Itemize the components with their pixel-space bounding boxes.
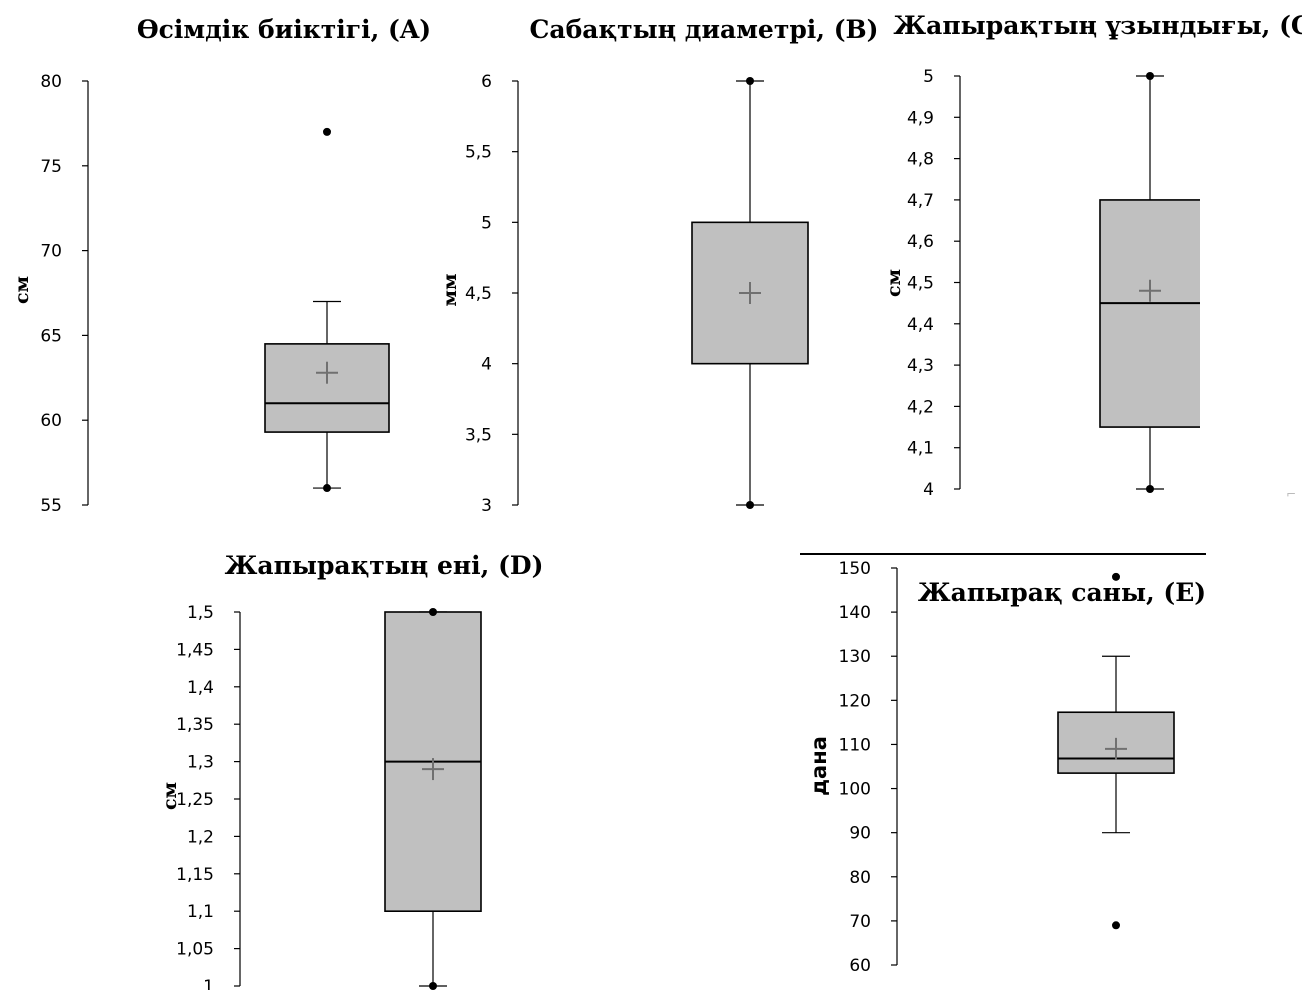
chart-c-tick-label: 4 bbox=[923, 480, 934, 500]
chart-c-tick-label: 5 bbox=[923, 67, 934, 87]
chart-c-box bbox=[1099, 199, 1200, 428]
chart-b-tick-label: 4,5 bbox=[465, 284, 492, 304]
chart-c-tick-label: 4,3 bbox=[907, 356, 934, 376]
chart-a-tick-label: 80 bbox=[40, 72, 62, 92]
chart-a-tick-label: 60 bbox=[40, 411, 62, 431]
chart-b-tick-label: 5,5 bbox=[465, 143, 492, 163]
chart-b-tick-label: 3,5 bbox=[465, 425, 492, 445]
chart-e-ylabel: дана bbox=[807, 736, 831, 796]
chart-d-tick-label: 1,15 bbox=[176, 865, 214, 885]
chart-e-tick-label: 130 bbox=[839, 647, 871, 667]
chart-a-box bbox=[264, 343, 390, 433]
chart-a-title: Өсімдік биіктігі, (A) bbox=[137, 15, 431, 44]
chart-e-tick-label: 140 bbox=[839, 603, 871, 623]
chart-b-tick-label: 4 bbox=[481, 355, 492, 375]
chart-d-tick-label: 1,3 bbox=[187, 753, 214, 773]
chart-e-tick-label: 100 bbox=[839, 780, 871, 800]
chart-c-tick-label: 4,5 bbox=[907, 274, 934, 294]
chart-b-point bbox=[746, 501, 754, 509]
chart-e-tick-label: 70 bbox=[849, 912, 871, 932]
chart-c-tick-label: 4,4 bbox=[907, 315, 934, 335]
chart-a-ylabel: см bbox=[11, 276, 33, 304]
chart-c-tick-label: 4,7 bbox=[907, 191, 934, 211]
chart-d-point bbox=[429, 982, 437, 990]
chart-b-point bbox=[746, 77, 754, 85]
chart-c-box-fill bbox=[1100, 199, 1200, 428]
chart-d-tick-label: 1,05 bbox=[176, 940, 214, 960]
chart-d-title: Жапырақтың ені, (D) bbox=[225, 551, 544, 580]
chart-d-tick-label: 1,4 bbox=[187, 678, 214, 698]
chart-d-tick-label: 1,2 bbox=[187, 827, 214, 847]
chart-d-tick-label: 1,5 bbox=[187, 603, 214, 623]
chart-b-tick-label: 5 bbox=[481, 213, 492, 233]
chart-a-point bbox=[323, 127, 331, 136]
chart-c-title: Жапырақтың ұзындығы, (C) bbox=[893, 11, 1302, 40]
chart-e-tick-label: 60 bbox=[849, 956, 871, 976]
chart-a-point bbox=[323, 484, 331, 493]
chart-e-title: Жапырақ саны, (E) bbox=[918, 578, 1206, 607]
chart-c-tick-label: 4,1 bbox=[907, 439, 934, 459]
chart-d-ylabel: см bbox=[159, 782, 181, 810]
chart-b-tick-label: 3 bbox=[481, 496, 492, 516]
chart-e-tick-label: 120 bbox=[839, 691, 871, 711]
chart-d-tick-label: 1,1 bbox=[187, 902, 214, 922]
chart-c-tick-label: 4,6 bbox=[907, 232, 934, 252]
chart-c-point bbox=[1146, 72, 1154, 80]
edge-mark: ⌐ bbox=[1286, 487, 1296, 501]
chart-d-tick-label: 1 bbox=[203, 977, 214, 990]
chart-d-tick-label: 1,25 bbox=[176, 790, 214, 810]
chart-a-tick-label: 70 bbox=[40, 242, 62, 262]
chart-e-point bbox=[1112, 921, 1120, 930]
chart-d-point bbox=[429, 608, 437, 616]
chart-a-tick-label: 65 bbox=[40, 326, 62, 346]
chart-e-point bbox=[1112, 572, 1120, 581]
chart-c-tick-label: 4,9 bbox=[907, 108, 934, 128]
chart-c-point bbox=[1146, 485, 1154, 493]
chart-b-tick-label: 6 bbox=[481, 72, 492, 92]
chart-e-tick-label: 150 bbox=[839, 559, 871, 579]
chart-b-title: Сабақтың диаметрі, (B) bbox=[530, 15, 879, 44]
chart-c-tick-label: 4,2 bbox=[907, 397, 934, 417]
chart-e-tick-label: 80 bbox=[849, 868, 871, 888]
chart-b-ylabel: мм bbox=[439, 273, 461, 306]
chart-e-tick-label: 110 bbox=[839, 735, 871, 755]
chart-a-tick-label: 55 bbox=[40, 496, 62, 516]
chart-a-tick-label: 75 bbox=[40, 157, 62, 177]
chart-c-ylabel: см bbox=[883, 269, 905, 297]
chart-e-tick-label: 90 bbox=[849, 824, 871, 844]
chart-d-tick-label: 1,45 bbox=[176, 640, 214, 660]
chart-d-tick-label: 1,35 bbox=[176, 715, 214, 735]
chart-c-tick-label: 4,8 bbox=[907, 150, 934, 170]
